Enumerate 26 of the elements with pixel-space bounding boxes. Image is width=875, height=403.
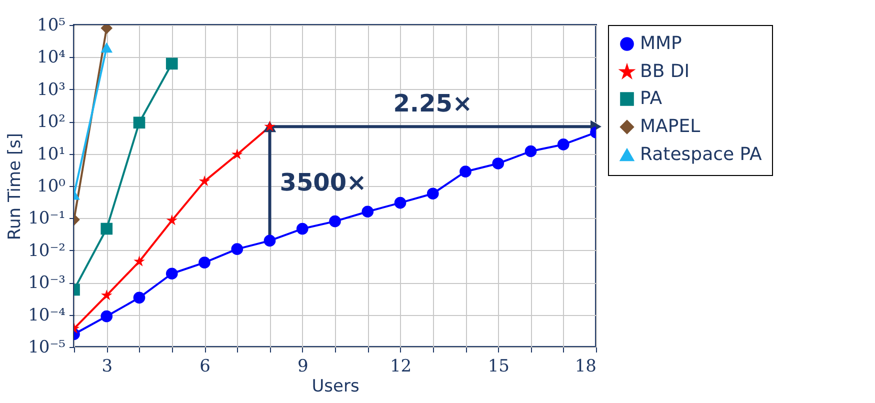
- legend-label: MAPEL: [640, 116, 700, 137]
- x-tick-label: 12: [390, 356, 412, 376]
- y-tick-label: 10⁴: [37, 48, 66, 68]
- annotation: 2.25×: [393, 90, 473, 118]
- y-tick-label: 10⁻⁵: [28, 338, 66, 358]
- x-tick-label: 9: [297, 356, 308, 376]
- y-tick-label: 10⁻¹: [28, 208, 66, 229]
- y-tick-label: 10⁰: [37, 176, 66, 196]
- legend-label: BB DI: [640, 61, 690, 82]
- y-tick-label: 10²: [37, 112, 66, 132]
- y-tick-label: 10⁻⁴: [28, 305, 66, 326]
- x-tick-label: 15: [488, 356, 510, 376]
- legend-label: MMP: [640, 33, 682, 54]
- legend-label: Ratespace PA: [640, 144, 763, 165]
- x-tick-label: 3: [102, 356, 113, 376]
- annotation: 3500×: [280, 168, 367, 197]
- y-tick-label: 10³: [37, 80, 66, 100]
- y-tick-label: 10¹: [37, 144, 66, 164]
- y-tick-label: 10⁻³: [28, 273, 66, 294]
- x-tick-label: 18: [574, 356, 596, 376]
- x-axis-title: Users: [312, 376, 360, 396]
- y-tick-label: 10⁻²: [28, 240, 66, 261]
- y-tick-label: 10⁵: [37, 16, 66, 36]
- y-axis-title: Run Time [s]: [5, 132, 26, 240]
- legend-label: PA: [640, 88, 663, 109]
- x-tick-label: 6: [200, 356, 210, 376]
